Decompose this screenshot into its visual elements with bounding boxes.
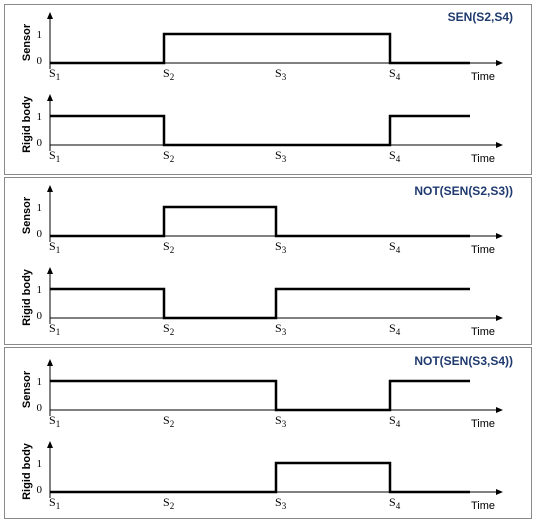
- timing-plot-5: 1 0 Sensor Time S1 S2 S3 S4: [21, 359, 503, 430]
- y-tick-label: 1: [37, 458, 43, 470]
- instant-label: S1: [49, 495, 60, 511]
- timing-plot-1: 1 0 Sensor Time S1 S2 S3 S4: [21, 12, 503, 83]
- signal-waveform: [50, 461, 470, 494]
- panel-title: NOT(SEN(S2,S3)): [414, 184, 513, 198]
- y-tick-label: 1: [37, 376, 43, 388]
- x-axis-arrow: [496, 489, 503, 495]
- y-tick-label: 0: [37, 55, 43, 67]
- x-axis-arrow: [496, 407, 503, 413]
- instant-label: S1: [49, 413, 60, 429]
- x-axis-arrow: [496, 315, 503, 321]
- y-tick-label: 0: [37, 484, 43, 496]
- x-axis-arrow: [496, 60, 503, 66]
- y-axis-arrow: [47, 185, 53, 192]
- instant-label: S2: [163, 495, 174, 511]
- instant-label: S3: [275, 321, 287, 337]
- x-axis-label: Time: [471, 153, 495, 165]
- x-axis-label: Time: [471, 500, 495, 512]
- timing-plot-2: 1 0 Rigid body Time S1 S2 S3 S4: [21, 94, 503, 165]
- instant-label: S1: [49, 321, 60, 337]
- instant-label: S3: [275, 148, 287, 164]
- y-axis-arrow: [47, 12, 53, 19]
- y-axis-arrow: [47, 441, 53, 448]
- y-axis-arrow: [47, 359, 53, 366]
- instant-label: S4: [389, 239, 401, 255]
- x-axis-arrow: [496, 142, 503, 148]
- instant-label: S2: [163, 66, 174, 82]
- instant-label: S2: [163, 239, 174, 255]
- instant-label: S2: [163, 148, 174, 164]
- y-tick-label: 1: [37, 111, 43, 123]
- y-tick-label: 1: [37, 29, 43, 41]
- instant-label: S3: [275, 239, 287, 255]
- row-label: Sensor: [21, 370, 33, 408]
- signal-waveform: [50, 379, 470, 412]
- timing-plot-6: 1 0 Rigid body Time S1 S2 S3 S4: [21, 441, 503, 512]
- row-label: Sensor: [21, 196, 33, 234]
- x-axis-label: Time: [471, 71, 495, 83]
- x-axis-label: Time: [471, 244, 495, 256]
- timing-plot-4: 1 0 Rigid body Time S1 S2 S3 S4: [21, 267, 503, 338]
- instant-label: S4: [389, 66, 401, 82]
- y-tick-label: 0: [37, 137, 43, 149]
- x-axis-label: Time: [471, 418, 495, 430]
- instant-label: S4: [389, 413, 401, 429]
- instant-label: S3: [275, 413, 287, 429]
- row-label: Sensor: [21, 23, 33, 61]
- signal-waveform: [50, 205, 470, 238]
- instant-label: S1: [49, 148, 60, 164]
- signal-waveform: [50, 287, 470, 320]
- y-tick-label: 0: [37, 228, 43, 240]
- signal-waveform: [50, 32, 470, 65]
- instant-label: S3: [275, 66, 287, 82]
- row-label: Rigid body: [21, 95, 33, 153]
- row-label: Rigid body: [21, 268, 33, 326]
- y-tick-label: 1: [37, 202, 43, 214]
- instant-label: S4: [389, 148, 401, 164]
- y-axis-arrow: [47, 94, 53, 101]
- instant-label: S4: [389, 495, 401, 511]
- instant-label: S2: [163, 413, 174, 429]
- panel-title: NOT(SEN(S3,S4)): [414, 354, 513, 368]
- x-axis-label: Time: [471, 326, 495, 338]
- instant-label: S4: [389, 321, 401, 337]
- instant-label: S1: [49, 66, 60, 82]
- instant-label: S3: [275, 495, 287, 511]
- panel-title: SEN(S2,S4): [447, 10, 513, 24]
- instant-label: S2: [163, 321, 174, 337]
- y-tick-label: 0: [37, 402, 43, 414]
- panel-not-sen-s3-s4: NOT(SEN(S3,S4)): [4, 347, 532, 519]
- y-tick-label: 1: [37, 284, 43, 296]
- row-label: Rigid body: [21, 442, 33, 500]
- panel-sen-s2-s4: SEN(S2,S4): [4, 4, 532, 175]
- y-axis-arrow: [47, 267, 53, 274]
- x-axis-arrow: [496, 233, 503, 239]
- y-tick-label: 0: [37, 310, 43, 322]
- timing-plot-3: 1 0 Sensor Time S1 S2 S3 S4: [21, 185, 503, 256]
- signal-waveform: [50, 114, 470, 147]
- instant-label: S1: [49, 239, 60, 255]
